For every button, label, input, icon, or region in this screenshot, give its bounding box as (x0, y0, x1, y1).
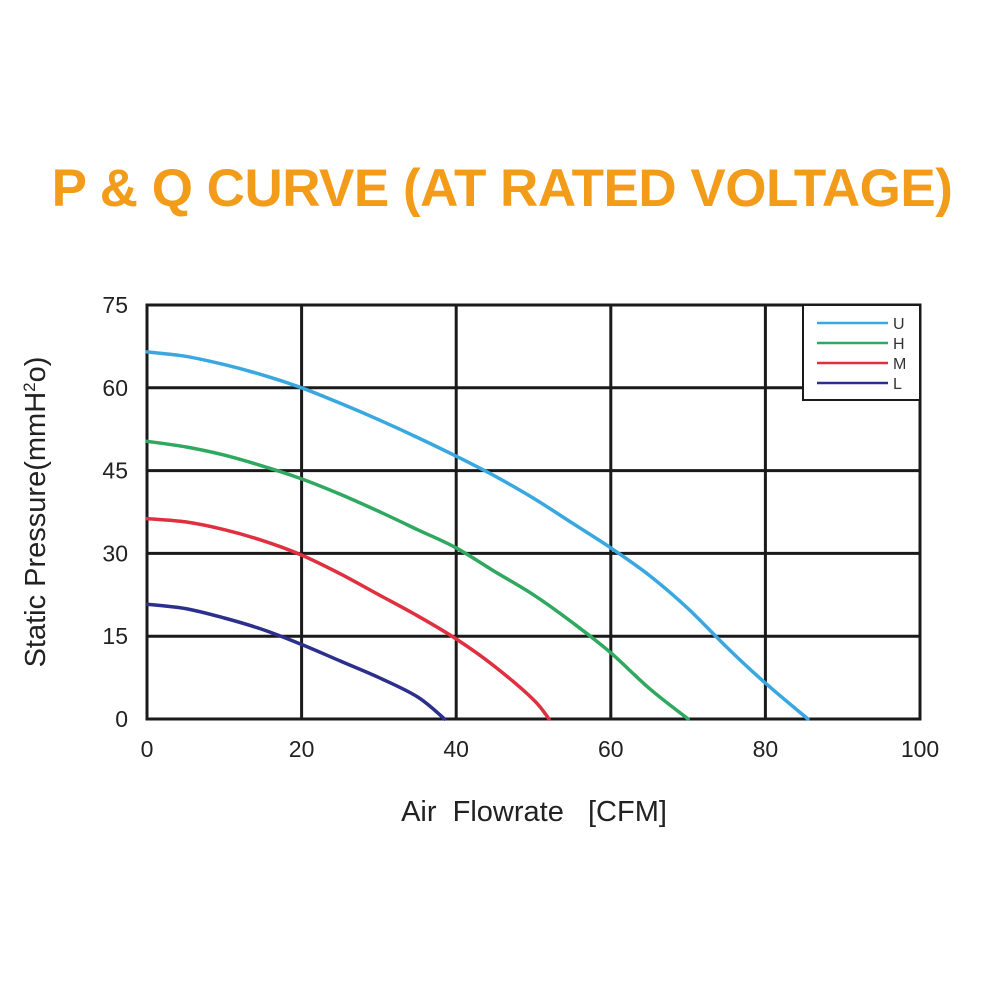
x-tick-label-0: 0 (141, 736, 154, 762)
y-tick-label-0: 0 (115, 706, 128, 732)
series-line-m (145, 516, 551, 721)
y-tick-label-15: 15 (102, 623, 128, 649)
chart-title: P & Q CURVE (AT RATED VOLTAGE) (51, 159, 953, 218)
series-line-u (145, 350, 810, 721)
y-tick-label-60: 60 (102, 375, 128, 401)
legend-label-h: H (893, 336, 905, 353)
series-line-l (145, 602, 447, 721)
y-tick-label-75: 75 (102, 292, 128, 318)
y-axis-label-superscript: 2 (20, 382, 39, 391)
x-tick-label-40: 40 (443, 736, 469, 762)
y-axis-label-end: o) (20, 357, 52, 383)
x-tick-label-100: 100 (901, 736, 939, 762)
legend-label-u: U (893, 316, 905, 333)
y-tick-label-45: 45 (102, 458, 128, 484)
series-line-h (145, 439, 690, 721)
x-tick-label-60: 60 (598, 736, 624, 762)
tick-labels: 0 20 40 60 80 100 0 15 30 45 60 75 (102, 292, 939, 762)
y-axis-label: Static Pressure(mmH2o) (20, 357, 52, 668)
grid-lines (145, 303, 922, 721)
x-tick-label-20: 20 (289, 736, 315, 762)
y-axis-label-main: Static Pressure(mmH (20, 392, 52, 668)
x-axis-label: Air Flowrate [CFM] (401, 796, 667, 828)
y-tick-label-30: 30 (102, 540, 128, 566)
series-lines (145, 350, 810, 721)
x-tick-label-80: 80 (753, 736, 779, 762)
legend-label-l: L (893, 376, 902, 393)
plot-frame (145, 303, 922, 721)
legend-label-m: M (893, 356, 906, 373)
